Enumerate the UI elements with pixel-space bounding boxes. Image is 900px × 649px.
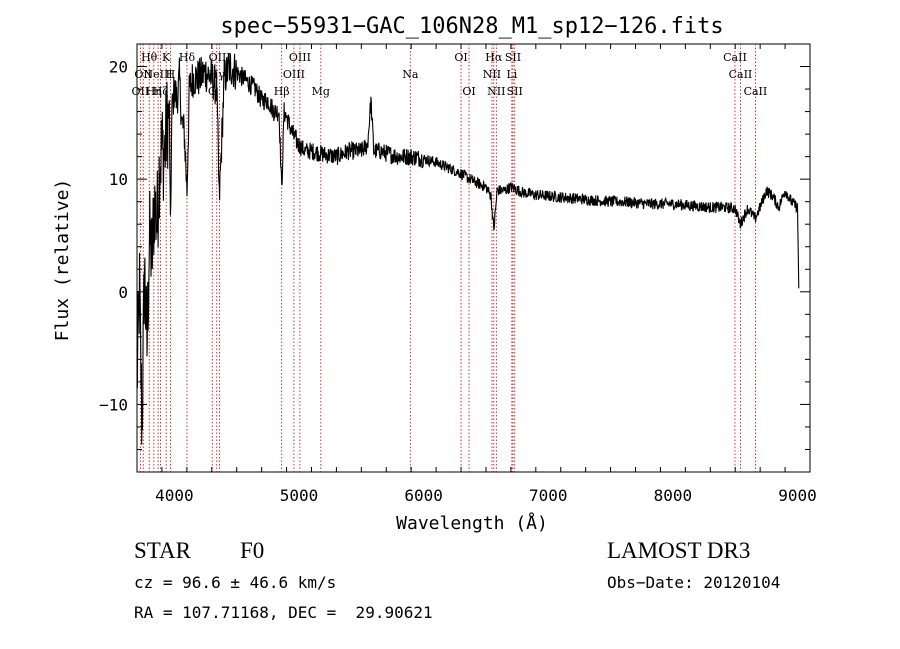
axis-ticks: 4000 5000 6000 7000 8000 9000 −10 0 10 20 <box>99 44 817 505</box>
line-label: SII <box>505 51 521 64</box>
line-label: Hδ <box>179 51 196 64</box>
x-tick-label: 8000 <box>654 486 693 505</box>
line-label: OIII <box>289 51 311 64</box>
line-label: SII <box>507 85 523 98</box>
x-tick-label: 4000 <box>155 486 194 505</box>
line-label: CaII <box>729 68 753 81</box>
y-tick-label: 0 <box>118 283 128 302</box>
line-label: Hη <box>146 85 162 98</box>
line-label: OI <box>454 51 467 64</box>
line-label: Hθ <box>141 51 158 64</box>
line-label: OII <box>134 68 152 81</box>
x-tick-label: 5000 <box>280 486 319 505</box>
line-label: K <box>162 51 171 64</box>
y-tick-label: 10 <box>109 170 128 189</box>
x-tick-label: 9000 <box>778 486 817 505</box>
spectrum-line <box>136 52 800 445</box>
survey-name: LAMOST DR3 <box>607 538 751 563</box>
y-tick-label: −10 <box>99 395 128 414</box>
line-label: Hβ <box>274 85 290 98</box>
line-label: NeIII <box>143 68 172 81</box>
line-label: NII <box>483 68 501 81</box>
x-axis-label: Wavelength (Å) <box>396 512 548 534</box>
line-label: CaII <box>744 85 768 98</box>
line-label: NII <box>487 85 505 98</box>
line-label: Hα <box>485 51 503 64</box>
coordinates: RA = 107.71168, DEC = 29.90621 <box>134 603 433 622</box>
line-label: G <box>208 85 217 98</box>
x-tick-label: 6000 <box>404 486 443 505</box>
observation-date: Obs−Date: 20120104 <box>607 573 781 592</box>
y-tick-label: 20 <box>109 58 128 77</box>
line-label: Mg <box>312 85 330 98</box>
line-label: Li <box>506 68 517 81</box>
y-axis-label: Flux (relative) <box>52 179 73 342</box>
line-label: OI <box>462 85 475 98</box>
x-tick-label: 7000 <box>529 486 568 505</box>
emission-line-markers <box>139 44 756 472</box>
line-label: CaII <box>723 51 747 64</box>
redshift-value: cz = 96.6 ± 46.6 km/s <box>134 573 337 592</box>
line-label: Na <box>402 68 419 81</box>
plot-frame <box>136 43 811 473</box>
chart-title: spec−55931−GAC_106N28_M1_sp12−126.fits <box>220 14 723 39</box>
object-class: STAR <box>134 538 191 563</box>
line-label: H <box>166 68 176 81</box>
spectral-subclass: F0 <box>240 538 265 563</box>
line-label: OIII <box>283 68 305 81</box>
line-label: Hζ <box>153 85 169 98</box>
line-label: OII <box>132 85 150 98</box>
